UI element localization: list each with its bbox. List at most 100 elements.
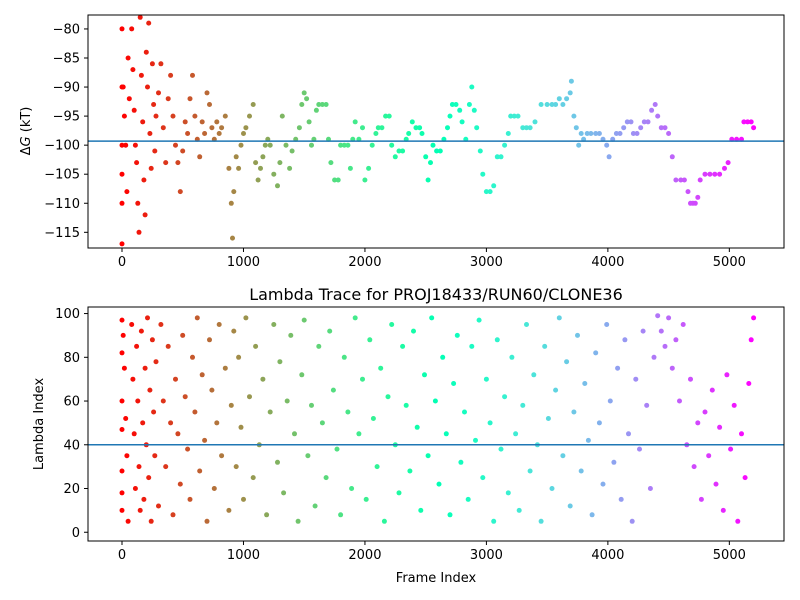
- top-data-point: [624, 119, 630, 125]
- top-data-point: [520, 125, 526, 131]
- top-data-point: [142, 212, 148, 218]
- top-data-point: [145, 84, 150, 90]
- bottom-data-point: [724, 372, 730, 378]
- top-data-point: [400, 148, 406, 154]
- bottom-data-point: [352, 315, 358, 321]
- top-data-point: [662, 125, 668, 131]
- bottom-data-point: [295, 518, 301, 524]
- bottom-data-point: [241, 496, 246, 502]
- top-data-point: [725, 160, 731, 166]
- top-data-point: [638, 125, 644, 131]
- top-data-point: [483, 189, 489, 195]
- top-data-point: [491, 183, 497, 189]
- bottom-data-point: [236, 354, 242, 360]
- top-x-tick-label: 5000: [713, 255, 746, 270]
- top-data-point: [168, 72, 174, 78]
- bottom-data-point: [119, 398, 125, 404]
- top-data-point: [313, 107, 319, 113]
- top-data-point: [375, 125, 381, 131]
- top-data-point: [250, 102, 256, 107]
- bottom-data-point: [233, 464, 239, 470]
- top-data-point: [613, 131, 619, 136]
- bottom-data-point: [502, 394, 508, 400]
- bottom-data-point: [436, 481, 442, 487]
- bottom-data-point: [585, 437, 591, 443]
- bottom-data-point: [513, 431, 519, 437]
- bottom-data-point: [214, 420, 220, 426]
- bottom-data-point: [483, 376, 489, 382]
- bottom-data-point: [688, 376, 693, 382]
- bottom-data-point: [370, 416, 376, 421]
- top-data-point: [685, 189, 691, 195]
- bottom-data-point: [197, 468, 203, 474]
- top-data-point: [141, 177, 147, 183]
- top-y-tick-label: −105: [44, 168, 80, 183]
- top-data-point: [459, 119, 465, 125]
- top-data-point: [187, 96, 193, 102]
- bottom-data-point: [190, 354, 195, 360]
- bottom-data-point: [140, 420, 146, 426]
- top-data-point: [673, 177, 679, 183]
- top-data-point: [236, 165, 242, 171]
- bottom-x-tick-label: 1000: [227, 548, 260, 563]
- top-data-point: [135, 200, 141, 206]
- bottom-data-point: [125, 518, 131, 524]
- top-data-point: [596, 131, 602, 136]
- bottom-data-point: [553, 387, 559, 393]
- bottom-data-point: [173, 376, 178, 382]
- bottom-data-point: [119, 507, 125, 513]
- bottom-data-point: [651, 354, 657, 360]
- top-y-tick-label: −95: [53, 110, 80, 125]
- bottom-data-point: [462, 409, 467, 415]
- top-data-point: [560, 102, 566, 107]
- bottom-data-point: [647, 486, 653, 491]
- bottom-data-point: [120, 332, 126, 338]
- top-data-point: [130, 67, 136, 73]
- top-data-point: [417, 125, 423, 131]
- top-data-point: [119, 171, 125, 177]
- bottom-data-point: [153, 359, 159, 365]
- top-data-point: [137, 14, 143, 20]
- bottom-axes: 0 1000 2000 3000 4000 5000 0 20 40 60 80 100: [55, 307, 746, 563]
- bottom-data-point: [222, 365, 228, 371]
- top-x-tick-label: 4000: [591, 255, 624, 270]
- top-data-point: [134, 160, 140, 166]
- top-data-point: [151, 102, 157, 107]
- bottom-data-point: [137, 507, 143, 513]
- top-data-point: [131, 107, 137, 113]
- top-data-point: [158, 61, 164, 67]
- top-data-point: [409, 119, 415, 125]
- top-data-point: [316, 102, 322, 107]
- bottom-data-point: [187, 496, 193, 502]
- top-data-point: [469, 84, 475, 90]
- top-data-point: [338, 142, 344, 148]
- top-data-point: [216, 131, 222, 136]
- bottom-x-tick-label: 5000: [713, 548, 746, 563]
- bottom-data-point: [432, 398, 438, 404]
- bottom-data-point: [360, 376, 365, 382]
- bottom-x-tick-label: 4000: [591, 548, 624, 563]
- bottom-data-point: [243, 315, 249, 321]
- bottom-data-point: [422, 372, 427, 378]
- top-data-point: [253, 160, 259, 166]
- bottom-data-point: [378, 365, 384, 371]
- bottom-data-point: [473, 437, 478, 443]
- top-data-point: [152, 148, 158, 154]
- bottom-data-point: [163, 464, 169, 470]
- top-data-point: [649, 107, 655, 113]
- bottom-data-point: [611, 459, 617, 465]
- top-data-point: [480, 171, 486, 177]
- bottom-data-point: [374, 464, 380, 470]
- top-data-point: [474, 125, 480, 131]
- bottom-data-point: [400, 343, 406, 349]
- top-data-point: [267, 142, 273, 148]
- top-data-point: [379, 125, 385, 131]
- bottom-data-point: [680, 322, 686, 327]
- bottom-data-point: [655, 313, 661, 319]
- bottom-data-point: [209, 387, 215, 393]
- top-data-point: [347, 165, 353, 171]
- bottom-y-axis-label: Lambda Index: [32, 378, 47, 471]
- bottom-data-point: [158, 322, 164, 327]
- top-data-point: [428, 160, 433, 166]
- top-data-point: [335, 177, 341, 183]
